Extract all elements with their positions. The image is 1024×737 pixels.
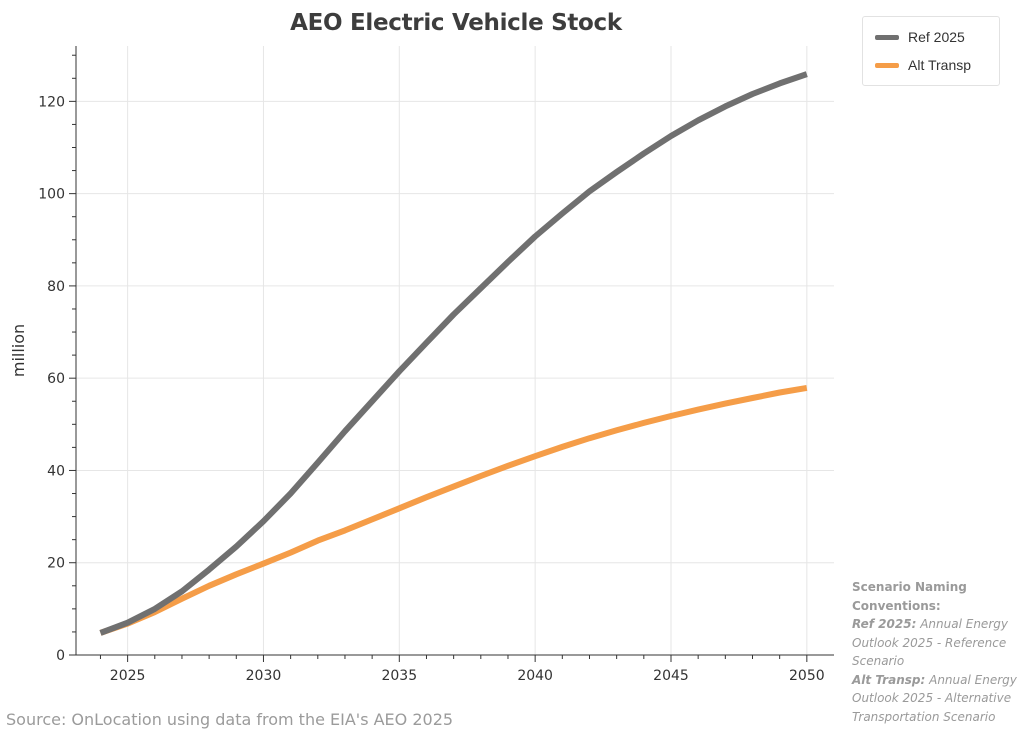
series-line-ref-2025: [99, 71, 808, 636]
y-tick-label: 20: [47, 556, 65, 572]
y-tick-label: 80: [47, 279, 65, 295]
x-tick-label: 2040: [517, 668, 553, 684]
series-line-alt-transp: [99, 384, 808, 636]
note-alt-key: Alt Transp:: [852, 672, 926, 687]
chart-title: AEO Electric Vehicle Stock: [290, 10, 622, 36]
legend: Ref 2025 Alt Transp: [862, 16, 1000, 86]
legend-item-ref-2025[interactable]: Ref 2025: [875, 27, 965, 47]
x-tick-label: 2025: [110, 668, 146, 684]
x-tick-label: 2050: [789, 668, 825, 684]
legend-item-alt-transp[interactable]: Alt Transp: [875, 55, 971, 75]
notes-heading: Scenario Naming Conventions:: [852, 580, 967, 613]
legend-label: Ref 2025: [908, 29, 965, 45]
note-ref-text: Annual Energy Outlook 2025 - Reference S…: [852, 617, 1008, 668]
y-tick-label: 0: [56, 648, 65, 664]
y-axis-title: million: [9, 324, 28, 377]
grid: [76, 46, 834, 656]
note-alt: Alt Transp: Annual Energy Outlook 2025 -…: [852, 671, 1020, 727]
legend-swatch-ref-2025: [875, 34, 899, 40]
source-note: Source: OnLocation using data from the E…: [6, 710, 454, 729]
y-tick-label: 40: [47, 463, 65, 479]
x-tick-label: 2030: [246, 668, 282, 684]
note-alt-text: Annual Energy Outlook 2025 - Alternative…: [852, 672, 1017, 724]
x-tick-label: 2035: [381, 668, 417, 684]
note-ref: Ref 2025: Annual Energy Outlook 2025 - R…: [852, 615, 1020, 671]
scenario-notes: Scenario Naming Conventions: Ref 2025: A…: [852, 578, 1020, 726]
y-tick-label: 60: [47, 371, 65, 387]
x-tick-label: 2045: [653, 668, 689, 684]
legend-swatch-alt-transp: [875, 62, 899, 68]
y-tick-label: 100: [38, 187, 65, 203]
note-ref-key: Ref 2025:: [852, 617, 917, 631]
legend-label: Alt Transp: [908, 57, 972, 73]
series-lines: [99, 71, 808, 636]
y-tick-label: 120: [38, 94, 65, 110]
